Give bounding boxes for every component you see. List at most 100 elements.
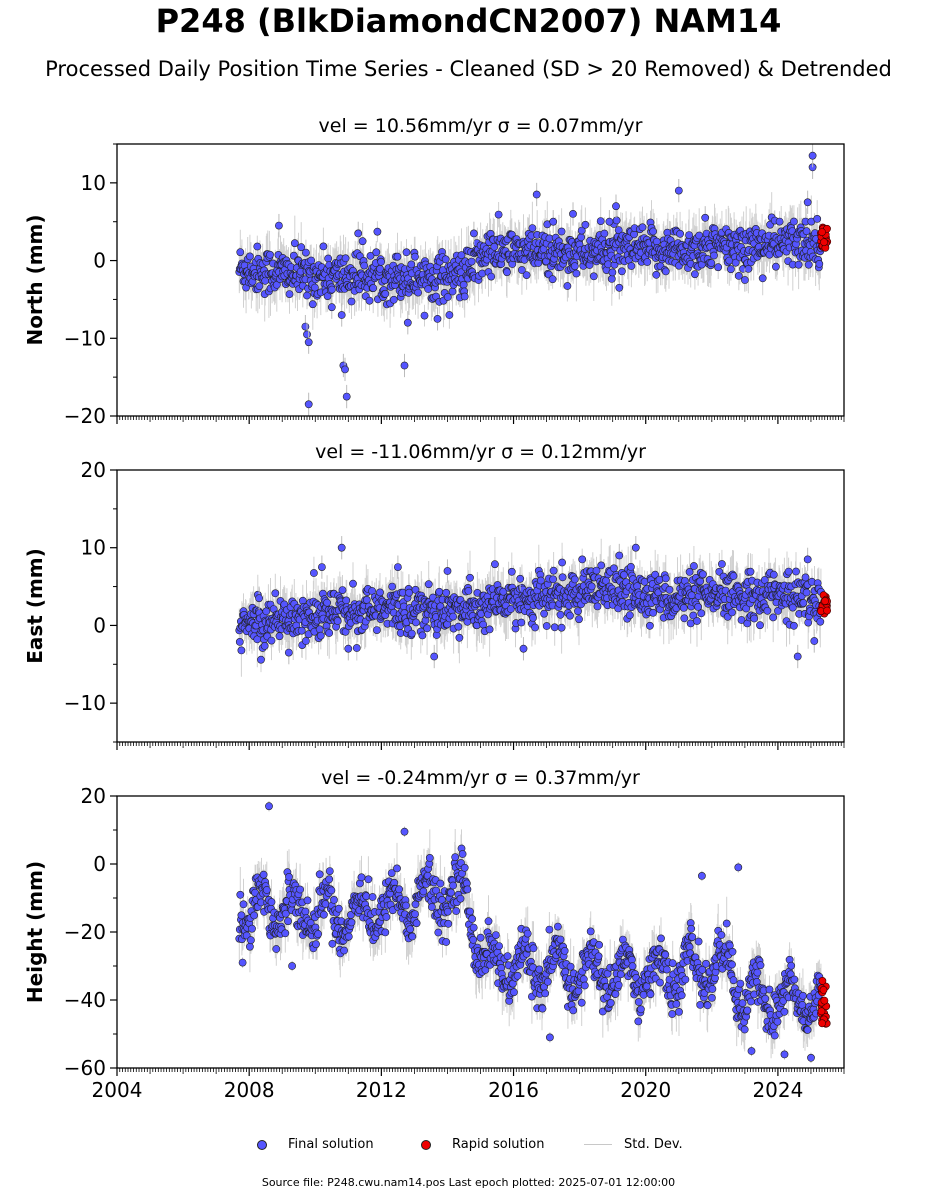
final-solution-point xyxy=(687,924,696,933)
final-solution-point xyxy=(808,151,817,160)
final-solution-point xyxy=(794,260,803,269)
final-solution-point xyxy=(734,271,743,280)
final-solution-point xyxy=(729,976,738,985)
final-solution-point xyxy=(775,217,784,226)
y-axis-label: East (mm) xyxy=(23,548,47,664)
final-solution-point xyxy=(649,227,657,236)
final-solution-point xyxy=(605,217,614,226)
x-tick-label: 2012 xyxy=(356,1078,407,1102)
final-solution-point xyxy=(577,226,586,235)
final-solution-point xyxy=(389,295,398,304)
final-solution-point xyxy=(464,587,473,595)
y-axis-label: Height (mm) xyxy=(23,861,47,1003)
y-tick-label: −40 xyxy=(64,988,106,1012)
final-solution-point xyxy=(516,574,525,583)
final-solution-point xyxy=(393,864,401,873)
final-solution-point xyxy=(435,587,444,596)
final-solution-point xyxy=(308,300,317,309)
final-solution-point xyxy=(315,870,324,879)
final-solution-point xyxy=(566,611,574,620)
final-solution-point xyxy=(430,652,439,661)
x-tick-label: 2024 xyxy=(752,1078,803,1102)
final-solution-point xyxy=(334,904,343,913)
final-solution-point xyxy=(691,270,699,279)
panel-title: vel = -0.24mm/yr σ = 0.37mm/yr xyxy=(321,767,640,789)
final-solution-point xyxy=(574,607,582,616)
final-solution-point xyxy=(468,915,476,923)
final-solution-point xyxy=(769,613,778,622)
final-solution-point xyxy=(566,962,575,971)
final-solution-point xyxy=(631,543,640,552)
final-solution-point xyxy=(556,610,565,619)
panel-title: vel = -11.06mm/yr σ = 0.12mm/yr xyxy=(315,441,646,463)
final-solution-point xyxy=(303,291,311,300)
panel-2: vel = -11.06mm/yr σ = 0.12mm/yr East (mm)… xyxy=(23,441,845,750)
final-solution-point xyxy=(466,573,474,582)
final-solution-point xyxy=(537,576,545,585)
final-solution-point xyxy=(628,962,637,971)
final-solution-point xyxy=(799,991,807,1000)
final-solution-point xyxy=(707,259,716,267)
final-solution-point xyxy=(569,209,577,218)
final-solution-point xyxy=(457,251,466,260)
final-solution-point xyxy=(790,621,798,630)
final-solution-point xyxy=(637,1005,645,1014)
final-solution-point xyxy=(260,642,269,650)
final-solution-point xyxy=(327,285,336,294)
final-solution-point xyxy=(540,609,548,618)
final-solution-point xyxy=(301,248,310,257)
final-solution-point xyxy=(652,237,661,246)
final-solution-point xyxy=(237,911,246,920)
final-solution-point xyxy=(327,303,336,312)
final-solution-point xyxy=(360,261,369,270)
final-solution-point xyxy=(628,955,636,964)
final-solution-point xyxy=(714,263,723,272)
final-solution-point xyxy=(267,636,276,645)
final-solution-point xyxy=(787,961,796,970)
final-solution-point xyxy=(675,1008,683,1016)
final-solution-point xyxy=(815,259,824,268)
final-solution-point xyxy=(459,280,468,289)
final-solution-point xyxy=(718,560,726,568)
final-solution-point xyxy=(344,932,353,941)
final-solution-point xyxy=(443,293,452,301)
final-solution-point xyxy=(756,961,765,970)
final-solution-point xyxy=(728,608,736,617)
final-solution-point xyxy=(741,276,749,284)
final-solution-point xyxy=(441,255,450,264)
rapid-solution-point xyxy=(818,228,826,236)
x-tick-label: 2008 xyxy=(224,1078,275,1102)
final-solution-point xyxy=(734,863,743,872)
final-solution-point xyxy=(262,886,271,894)
final-solution-point xyxy=(792,567,800,576)
final-solution-point xyxy=(449,612,457,621)
final-solution-point xyxy=(728,960,736,969)
final-solution-point xyxy=(347,297,356,306)
final-solution-point xyxy=(406,925,415,934)
final-solution-point xyxy=(454,622,463,631)
final-solution-point xyxy=(358,237,367,246)
final-solution-point xyxy=(688,933,697,941)
final-solution-point xyxy=(604,260,612,269)
final-solution-point xyxy=(652,270,661,279)
final-solution-point xyxy=(615,283,624,292)
rapid-solution-point xyxy=(818,1019,826,1028)
final-solution-point xyxy=(301,907,310,916)
final-solution-point xyxy=(708,994,716,1002)
final-solution-point xyxy=(558,573,567,582)
final-solution-point xyxy=(557,227,566,236)
final-solution-point xyxy=(532,190,541,199)
final-solution-point xyxy=(793,652,802,661)
final-solution-point xyxy=(403,318,412,327)
final-solution-point xyxy=(761,994,770,1003)
y-tick-label: 20 xyxy=(81,458,106,482)
final-solution-point xyxy=(402,248,411,257)
final-solution-point xyxy=(581,220,590,229)
final-solution-point xyxy=(810,637,819,645)
final-solution-point xyxy=(685,231,693,239)
final-solution-point xyxy=(642,982,651,991)
final-solution-point xyxy=(742,604,751,613)
y-axis-label: North (mm) xyxy=(23,214,47,345)
final-solution-point xyxy=(679,604,688,612)
final-solution-point xyxy=(681,975,690,984)
